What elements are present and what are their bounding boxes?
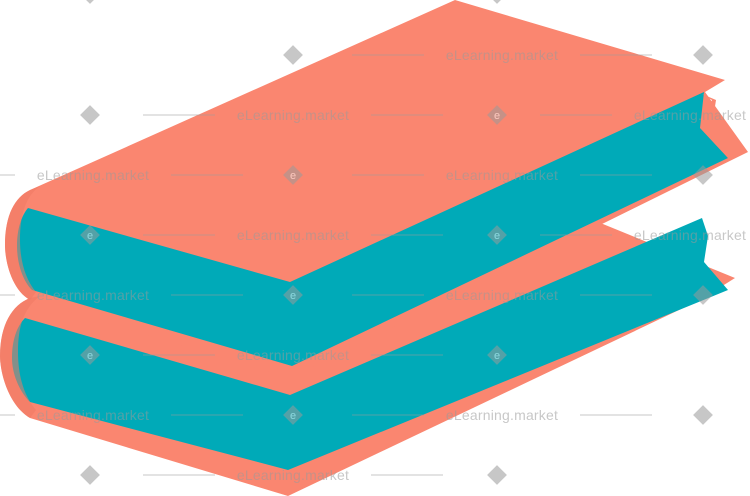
watermark-text: eLearning.market [446, 287, 558, 303]
watermark-badge-letter: e [494, 230, 500, 242]
watermark-badge: e [487, 105, 507, 125]
watermark-badge-letter: e [290, 170, 296, 182]
watermark-diamond [693, 45, 713, 65]
watermark-label: eLearning.market [540, 227, 746, 243]
watermark-badge-letter: e [290, 410, 296, 422]
watermark-diamond [80, 0, 100, 4]
watermark-badge-letter: e [87, 230, 93, 242]
bottom-book-pages [12, 218, 728, 470]
watermark-label: eLearning.market [143, 227, 443, 243]
watermark-label: eLearning.market [143, 467, 443, 483]
watermark-label: eLearning.market [352, 407, 652, 423]
watermark-diamond [80, 105, 100, 125]
watermark-badge-letter: e [494, 350, 500, 362]
watermark-badge: e [487, 225, 507, 245]
watermark-label: eLearning.market [0, 407, 243, 423]
watermark-label: eLearning.market [540, 107, 746, 123]
watermark-badge: e [283, 405, 303, 425]
watermark-label: eLearning.market [0, 167, 243, 183]
watermark-diamond [693, 285, 713, 305]
watermark-label: eLearning.market [143, 107, 443, 123]
watermark-text: eLearning.market [237, 467, 349, 483]
watermark-diamond [487, 465, 507, 485]
watermark-diamond [487, 0, 507, 4]
watermark-badge: e [80, 225, 100, 245]
watermark-text: eLearning.market [446, 47, 558, 63]
watermark-text: eLearning.market [37, 167, 149, 183]
watermark-text: eLearning.market [37, 287, 149, 303]
watermark-text: eLearning.market [237, 227, 349, 243]
watermark-label: eLearning.market [352, 287, 652, 303]
watermark-badge: e [80, 345, 100, 365]
top-book-pages [17, 92, 728, 366]
top-book [0, 0, 748, 418]
top-book-spine-shade [5, 186, 40, 300]
watermark-badge-letter: e [290, 290, 296, 302]
top-book-fore-edge [702, 94, 735, 158]
watermark-text: eLearning.market [37, 407, 149, 423]
watermark-text: eLearning.market [446, 167, 558, 183]
watermark-label: eLearning.market [352, 47, 652, 63]
watermark-text: eLearning.market [237, 107, 349, 123]
watermark-badge: e [283, 165, 303, 185]
bottom-book-spine-shade [0, 296, 40, 418]
watermark-diamond [283, 45, 303, 65]
watermark-text: eLearning.market [446, 407, 558, 423]
watermark-badge-letter: e [87, 350, 93, 362]
watermark-diamond [693, 405, 713, 425]
watermark-text: eLearning.market [237, 347, 349, 363]
watermark-label: eLearning.market [352, 167, 652, 183]
watermark-text: eLearning.market [634, 107, 746, 123]
watermark-badge-letter: e [494, 110, 500, 122]
watermark-badge: e [283, 285, 303, 305]
watermark-label: eLearning.market [0, 287, 243, 303]
watermark-badge: e [487, 345, 507, 365]
watermark-diamond [80, 465, 100, 485]
watermark-text: eLearning.market [634, 227, 746, 243]
watermark-label: eLearning.market [143, 347, 443, 363]
